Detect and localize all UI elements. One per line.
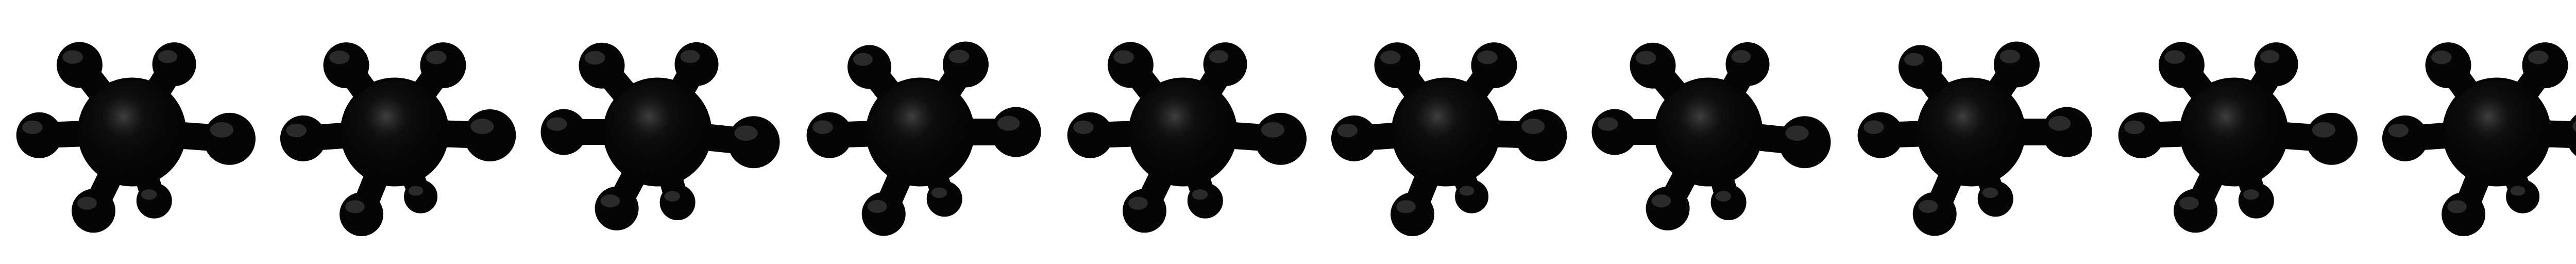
ink-splat-icon <box>2112 10 2358 254</box>
ink-splat-graphic <box>1591 42 1831 230</box>
ink-splat-icon <box>2375 10 2576 254</box>
ink-splat-graphic <box>2118 42 2358 233</box>
ink-splat-graphic <box>806 41 1041 236</box>
ink-splat-icon <box>799 10 1042 254</box>
ink-splat-icon <box>1587 10 1831 254</box>
ink-splat-graphic <box>1331 42 1567 236</box>
ink-splat-graphic <box>280 42 516 236</box>
ink-splat-icon <box>273 10 516 254</box>
ink-splat-icon <box>10 10 256 254</box>
ink-splat-graphic <box>540 42 780 230</box>
ink-splat-icon <box>1850 10 2093 254</box>
ink-splat-icon <box>1061 10 1307 254</box>
ink-splat-graphic <box>1857 41 2092 236</box>
ink-splat-graphic <box>2382 42 2576 236</box>
ink-splat-graphic <box>1067 42 1307 233</box>
ink-splat-graphic <box>16 42 256 233</box>
ink-splat-icon <box>1324 10 1567 254</box>
ink-splat-icon <box>536 10 780 254</box>
